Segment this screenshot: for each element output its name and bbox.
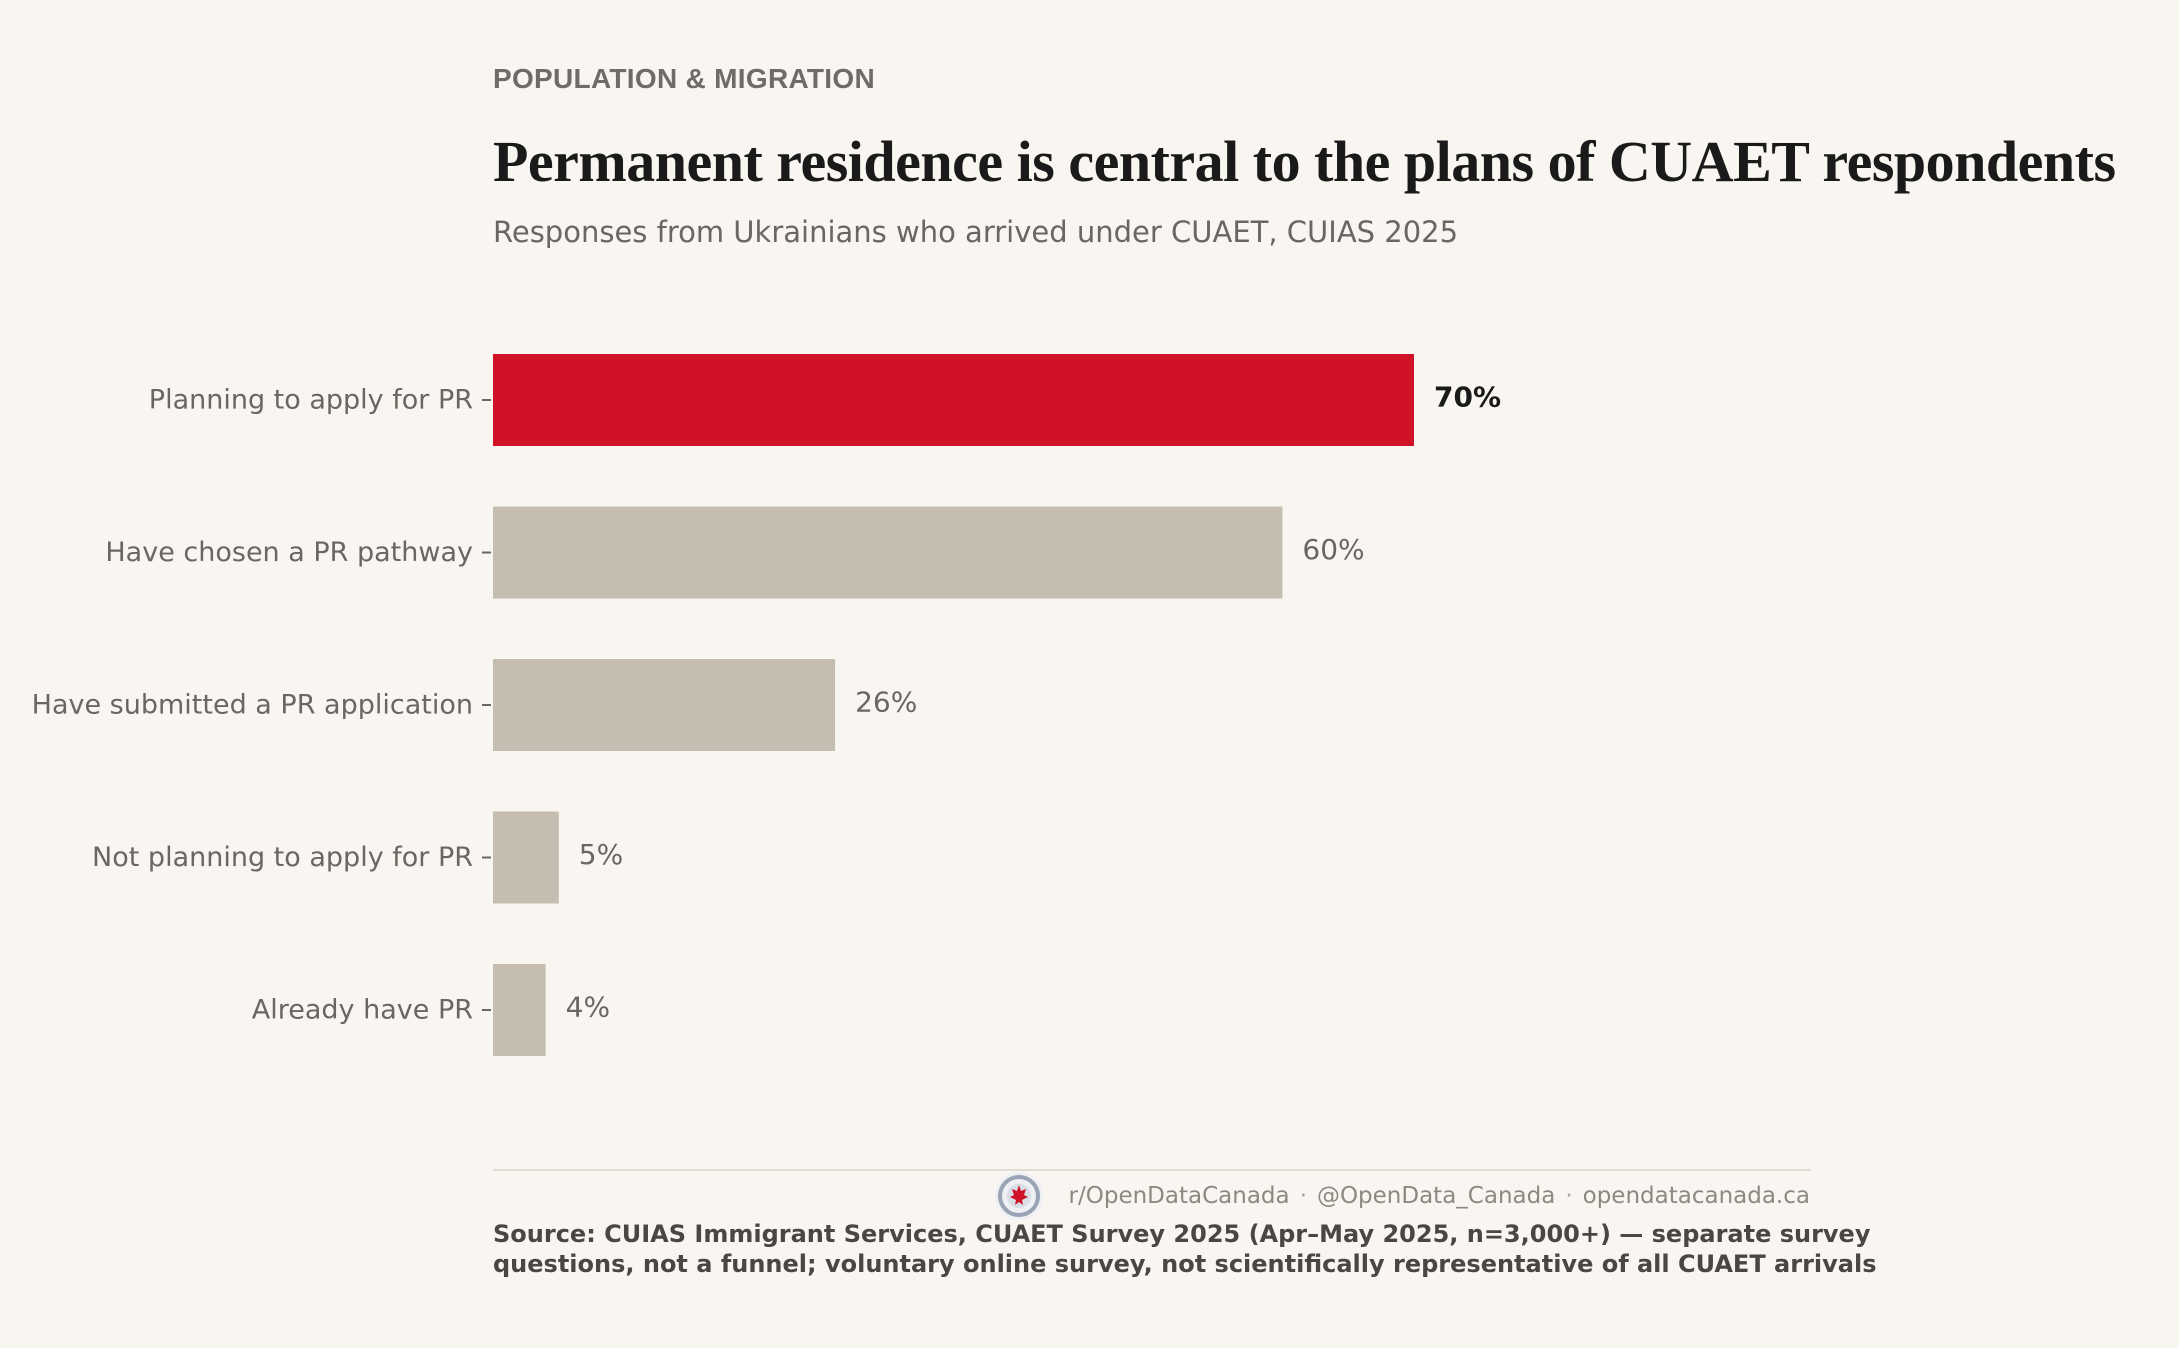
bar-0 [493, 354, 1414, 446]
value-label: 4% [566, 991, 610, 1024]
category-label: Not planning to apply for PR [92, 842, 473, 873]
footer-links: r/OpenDataCanada · @OpenData_Canada · openda… [1069, 1183, 1810, 1209]
value-label: 5% [579, 838, 623, 871]
source-note: Source: CUIAS Immigrant Services, CUAET … [493, 1220, 1877, 1278]
value-label: 60% [1302, 533, 1364, 566]
category-label: Planning to apply for PR [149, 385, 473, 416]
bar-3 [493, 811, 559, 904]
footer-separator: · [1299, 1183, 1307, 1209]
open-data-canada-logo-icon [995, 1172, 1043, 1220]
website-link[interactable]: opendatacanada.ca [1582, 1183, 1810, 1209]
chart-subtitle: Responses from Ukrainians who arrived un… [493, 215, 1459, 249]
category-label: Already have PR [252, 995, 473, 1026]
bar-4 [493, 964, 546, 1056]
chart-title: Permanent residence is central to the pl… [493, 129, 2116, 194]
value-label: 26% [855, 686, 917, 719]
bar-2 [493, 659, 836, 751]
bar-1 [493, 506, 1283, 599]
footer-divider [493, 1169, 1811, 1171]
value-label: 70% [1434, 381, 1501, 414]
category-label: Have chosen a PR pathway [105, 537, 473, 568]
twitter-link[interactable]: @OpenData_Canada [1316, 1183, 1556, 1209]
section-kicker: POPULATION & MIGRATION [493, 63, 875, 94]
category-label: Have submitted a PR application [32, 690, 473, 721]
bar-chart: Planning to apply for PR 70% Have chosen a… [32, 354, 1501, 1056]
footer-separator: · [1565, 1183, 1573, 1209]
reddit-link[interactable]: r/OpenDataCanada [1068, 1183, 1290, 1209]
